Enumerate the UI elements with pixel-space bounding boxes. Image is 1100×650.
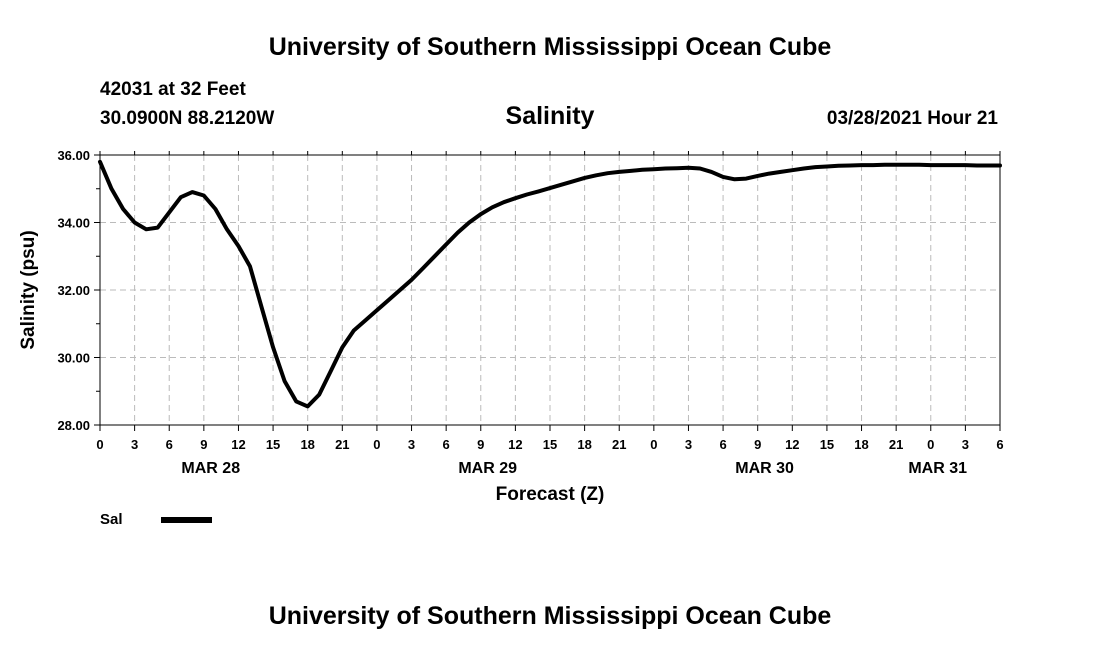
x-tick-label: 0 xyxy=(927,437,934,452)
x-tick-label: 9 xyxy=(200,437,207,452)
date-tick-label: MAR 29 xyxy=(458,460,517,477)
y-tick-label: 32.00 xyxy=(57,283,90,298)
location-label: 30.0900N 88.2120W xyxy=(100,108,274,129)
series-line-sal xyxy=(98,159,1002,409)
x-tick-label: 9 xyxy=(477,437,484,452)
legend-label: Sal xyxy=(100,511,123,528)
x-tick-label: 21 xyxy=(889,437,903,452)
x-tick-label: 15 xyxy=(266,437,280,452)
x-tick-label: 18 xyxy=(577,437,591,452)
date-label: 03/28/2021 Hour 21 xyxy=(827,108,999,129)
x-tick-label: 9 xyxy=(754,437,761,452)
chart-title: University of Southern Mississippi Ocean… xyxy=(269,33,832,61)
x-tick-label: 12 xyxy=(785,437,799,452)
x-tick-label: 6 xyxy=(166,437,173,452)
x-tick-label: 18 xyxy=(854,437,868,452)
y-axis-label: Salinity (psu) xyxy=(18,230,39,349)
x-axis-label: Forecast (Z) xyxy=(496,484,605,505)
plot-title: Salinity xyxy=(506,102,595,130)
x-tick-label: 3 xyxy=(131,437,138,452)
x-tick-label: 15 xyxy=(820,437,834,452)
date-tick-label: MAR 30 xyxy=(735,460,794,477)
x-tick-label: 15 xyxy=(543,437,557,452)
x-tick-label: 12 xyxy=(508,437,522,452)
x-tick-label: 21 xyxy=(612,437,626,452)
x-tick-label: 3 xyxy=(408,437,415,452)
x-tick-label: 6 xyxy=(443,437,450,452)
grid xyxy=(100,155,1000,425)
x-tick-label: 0 xyxy=(96,437,103,452)
y-tick-label: 30.00 xyxy=(57,351,90,366)
x-tick-label: 12 xyxy=(231,437,245,452)
date-tick-label: MAR 31 xyxy=(908,460,967,477)
station-label: 42031 at 32 Feet xyxy=(100,79,246,100)
x-tick-label: 0 xyxy=(650,437,657,452)
x-tick-label: 6 xyxy=(719,437,726,452)
x-tick-label: 3 xyxy=(962,437,969,452)
y-tick-label: 34.00 xyxy=(57,216,90,231)
y-tick-label: 28.00 xyxy=(57,418,90,433)
plot-frame xyxy=(99,154,1001,426)
date-tick-label: MAR 28 xyxy=(181,460,240,477)
axis-ticks: 28.00 30.00 32.00 34.00 36.00 0 3 6 9 12 15 18 21 0 3 6… xyxy=(57,148,1003,477)
y-tick-label: 36.00 xyxy=(57,148,90,163)
x-tick-label: 0 xyxy=(373,437,380,452)
x-tick-label: 18 xyxy=(300,437,314,452)
x-tick-label: 6 xyxy=(996,437,1003,452)
x-tick-label: 21 xyxy=(335,437,349,452)
x-tick-label: 3 xyxy=(685,437,692,452)
footer-title: University of Southern Mississippi Ocean… xyxy=(269,602,832,630)
